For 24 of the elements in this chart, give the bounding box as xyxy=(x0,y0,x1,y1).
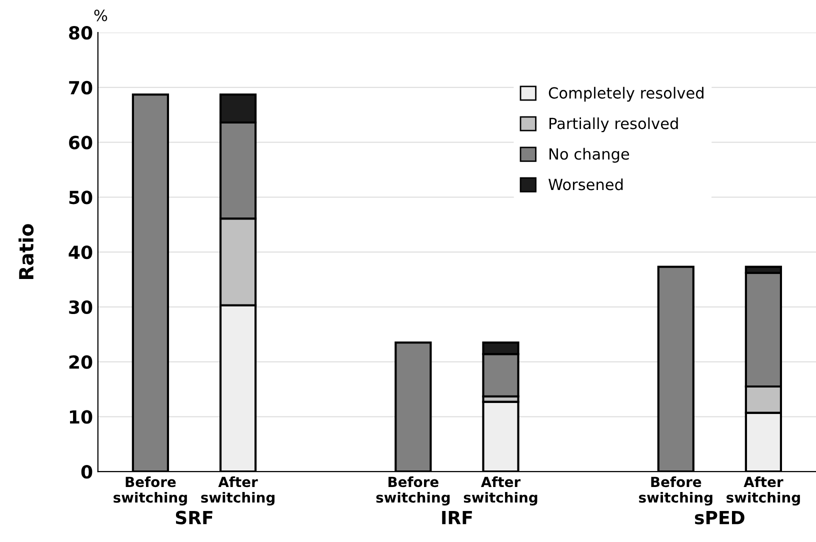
y-tick-label: 60 xyxy=(69,136,92,150)
x-tick-label: After switching xyxy=(464,476,538,506)
y-tick-label: 50 xyxy=(69,190,92,204)
legend-label: No change xyxy=(550,148,630,163)
text: IRF xyxy=(442,510,472,524)
x-tick-label: Before switching xyxy=(114,476,187,506)
y-tick-label: 30 xyxy=(69,300,92,314)
x-tick-label: Before switching xyxy=(639,476,712,506)
legend-label: Partially resolved xyxy=(550,117,678,132)
text: % xyxy=(94,10,108,22)
legend-label: Worsened xyxy=(548,178,623,190)
legend-label: Completely resolved xyxy=(548,86,704,102)
y-tick-label: 10 xyxy=(70,410,92,424)
y-axis-title: Ratio xyxy=(18,224,34,279)
x-tick-label: Before switching xyxy=(376,476,450,506)
x-tick-label: After switching xyxy=(201,476,274,506)
y-tick-label: 20 xyxy=(69,355,92,369)
y-tick-label: 70 xyxy=(69,80,92,95)
text: SRF xyxy=(176,510,212,524)
y-tick-label: 40 xyxy=(68,245,92,260)
y-tick-label: 0 xyxy=(81,465,92,479)
text: sPED xyxy=(694,510,744,524)
x-tick-label: After switching xyxy=(726,476,800,506)
y-tick-label: 80 xyxy=(69,26,92,40)
